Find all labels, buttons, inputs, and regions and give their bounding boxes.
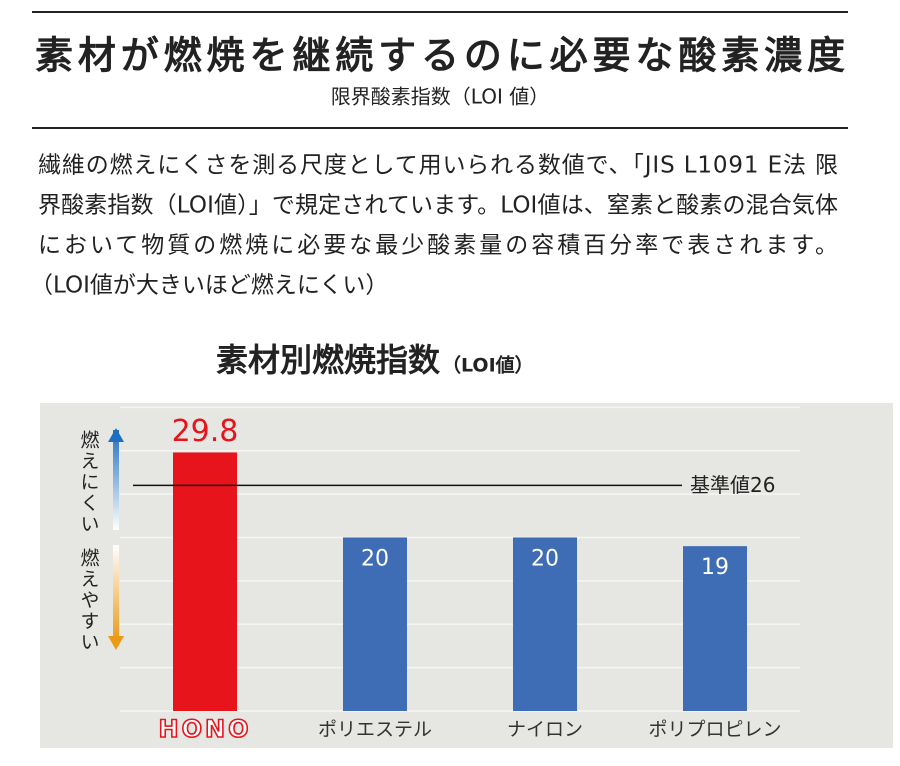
- paragraph-line: 界酸素指数（LOI値）」で規定されています。LOI値は、窒素と酸素の混合気体: [38, 193, 838, 219]
- chart-subtitle: （LOI値）: [442, 354, 534, 377]
- paragraph-line: において物質の燃焼に必要な最少酸素量の容積百分率で表されます。: [38, 233, 838, 259]
- x-tick-label: ポリエステル: [318, 719, 432, 741]
- x-tick-label: ナイロン: [507, 719, 583, 741]
- value-label: 20: [531, 546, 559, 571]
- value-label: 20: [361, 546, 389, 571]
- bar: [173, 452, 237, 711]
- arrow-up: [113, 430, 119, 530]
- axis-note-down: 燃えやすい: [78, 548, 100, 653]
- chart-title: 素材別燃焼指数: [216, 341, 441, 379]
- paragraph-line: 繊維の燃えにくさを測る尺度として用いられる数値で、「JIS L1091 E法 限: [38, 153, 838, 179]
- bar: [513, 537, 577, 711]
- arrow-up-head: [108, 428, 124, 442]
- reference-label: 基準値26: [690, 473, 775, 497]
- bar: [683, 546, 747, 711]
- axis-note-up: 燃えにくい: [78, 430, 100, 535]
- plot-background: [40, 403, 893, 748]
- page-subtitle: 限界酸素指数（LOI 値）: [331, 85, 549, 109]
- paragraph-line: （LOI値が大きいほど燃えにくい）: [30, 273, 388, 299]
- arrow-down-head: [108, 636, 124, 650]
- bar: [343, 537, 407, 711]
- plot: 29.8 HONO 20 ポリエステル 20 ナイロン 19 ポリプロピレン 基準値26: [120, 406, 800, 744]
- arrow-down: [113, 545, 119, 640]
- x-tick-label: HONO: [159, 715, 252, 743]
- value-label: 29.8: [172, 414, 239, 449]
- value-label: 19: [701, 555, 729, 580]
- x-tick-label: ポリプロピレン: [648, 719, 781, 741]
- page-title: 素材が燃焼を継続するのに必要な酸素濃度: [35, 34, 845, 78]
